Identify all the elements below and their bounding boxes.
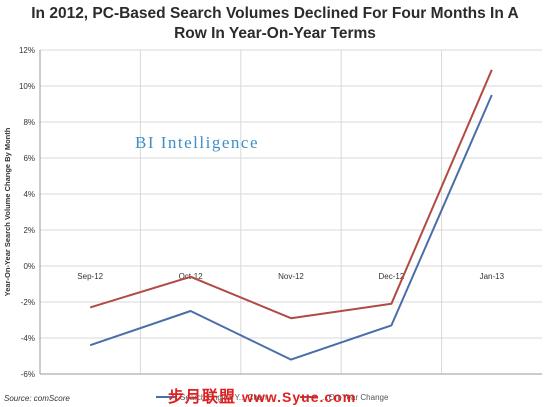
series-line-1	[89, 94, 493, 361]
chart-title-line-1: In 2012, PC-Based Search Volumes Decline…	[31, 5, 519, 22]
source-note: Source: comScore	[4, 394, 70, 403]
y-axis-label: Year-On-Year Search Volume Change By Mon…	[3, 127, 12, 296]
x-tick-label: Dec-12	[379, 272, 405, 281]
y-tick-label: 0%	[23, 262, 35, 271]
x-tick-label: Sep-12	[77, 272, 103, 281]
y-tick-label: 8%	[23, 118, 35, 127]
x-tick-labels: Sep-12 Oct-12 Nov-12 Dec-12 Jan-13	[77, 272, 504, 281]
x-tick-label: Nov-12	[278, 272, 304, 281]
watermark: 步月联盟 www.Syue.com	[168, 383, 356, 407]
y-tick-label: -2%	[21, 298, 35, 307]
gridlines	[40, 49, 542, 375]
watermark-text: 步月联盟	[168, 389, 237, 406]
y-tick-label: -4%	[21, 334, 35, 343]
y-tick-label: 4%	[23, 190, 35, 199]
chart-title: In 2012, PC-Based Search Volumes Decline…	[0, 4, 550, 44]
y-tick-labels: -6% -4% -2% 0% 2% 4% 6% 8% 10% 12%	[19, 46, 35, 379]
axes	[39, 50, 542, 375]
y-tick-label: 12%	[19, 46, 35, 55]
y-tick-label: 10%	[19, 82, 35, 91]
x-tick-label: Jan-13	[480, 272, 505, 281]
legend: Search Engine Y... Chan... ...On-Year Ch…	[156, 393, 389, 402]
brand-logo: BI Intelligence	[135, 133, 259, 152]
legend-label-series-2: ...On-Year Change	[322, 393, 389, 402]
y-tick-label: 2%	[23, 226, 35, 235]
series-lines	[89, 69, 493, 361]
legend-label-series-1: Search Engine Y... Chan...	[180, 393, 274, 402]
y-tick-label: 6%	[23, 154, 35, 163]
chart-title-line-2: Row In Year-On-Year Terms	[174, 25, 376, 42]
series-line-2	[89, 69, 493, 320]
watermark-site: www.Syue.com	[242, 389, 357, 405]
y-tick-label: -6%	[21, 370, 35, 379]
